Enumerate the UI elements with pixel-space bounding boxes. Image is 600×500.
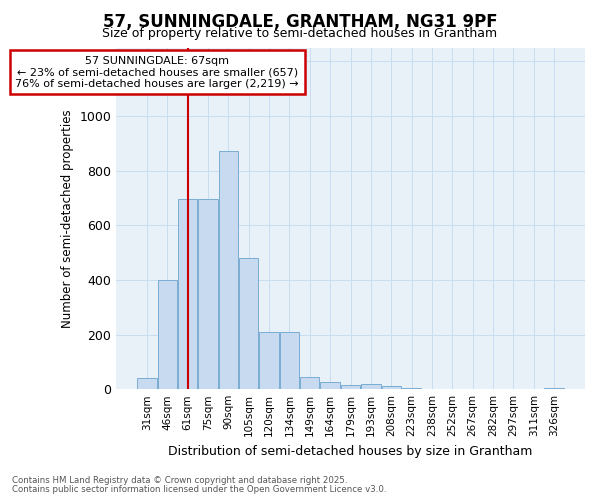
- Bar: [422, 388, 442, 389]
- Text: 57, SUNNINGDALE, GRANTHAM, NG31 9PF: 57, SUNNINGDALE, GRANTHAM, NG31 9PF: [103, 12, 497, 30]
- Text: Contains HM Land Registry data © Crown copyright and database right 2025.: Contains HM Land Registry data © Crown c…: [12, 476, 347, 485]
- Bar: [443, 388, 462, 389]
- Bar: [199, 199, 218, 389]
- Bar: [320, 382, 340, 389]
- Bar: [402, 388, 421, 389]
- Bar: [178, 199, 197, 389]
- Bar: [382, 386, 401, 389]
- Bar: [300, 377, 319, 389]
- Text: Size of property relative to semi-detached houses in Grantham: Size of property relative to semi-detach…: [103, 28, 497, 40]
- Text: Contains public sector information licensed under the Open Government Licence v3: Contains public sector information licen…: [12, 485, 386, 494]
- Bar: [524, 388, 544, 389]
- Y-axis label: Number of semi-detached properties: Number of semi-detached properties: [61, 109, 74, 328]
- Bar: [463, 388, 482, 389]
- Bar: [219, 152, 238, 389]
- Bar: [361, 384, 380, 389]
- Text: 57 SUNNINGDALE: 67sqm
← 23% of semi-detached houses are smaller (657)
76% of sem: 57 SUNNINGDALE: 67sqm ← 23% of semi-deta…: [16, 56, 299, 89]
- Bar: [158, 280, 177, 389]
- Bar: [483, 388, 503, 389]
- Bar: [137, 378, 157, 389]
- Bar: [259, 332, 279, 389]
- Bar: [544, 388, 563, 389]
- Bar: [341, 385, 360, 389]
- X-axis label: Distribution of semi-detached houses by size in Grantham: Distribution of semi-detached houses by …: [169, 444, 533, 458]
- Bar: [280, 332, 299, 389]
- Bar: [503, 388, 523, 389]
- Bar: [239, 258, 259, 389]
